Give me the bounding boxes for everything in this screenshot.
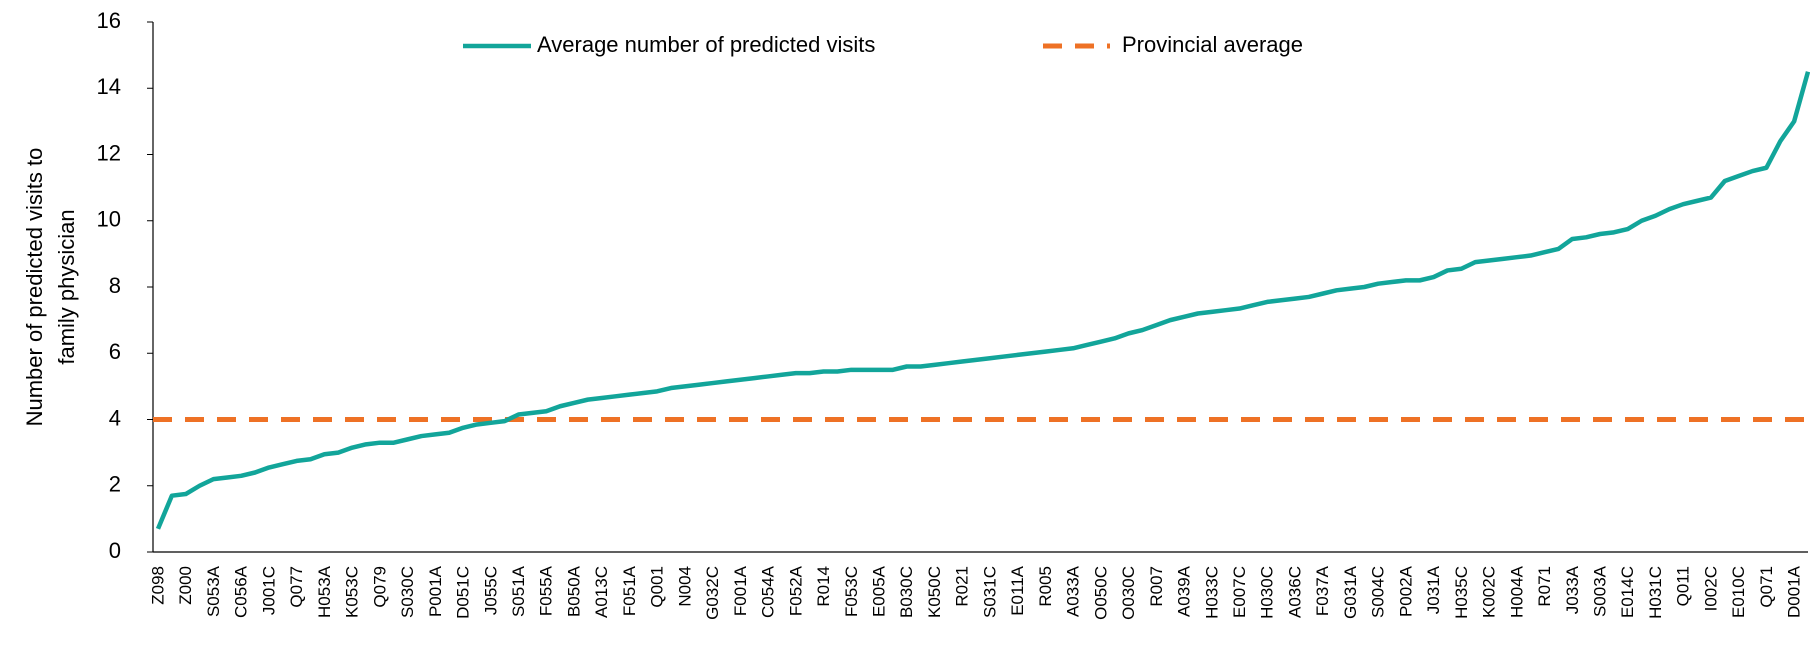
x-tick-label: K053C (343, 566, 362, 618)
y-tick-label: 0 (109, 538, 121, 563)
legend-label: Provincial average (1122, 32, 1303, 57)
x-tick-label: R014 (814, 566, 833, 607)
x-tick-label: C056A (232, 565, 251, 618)
x-tick-label: R021 (953, 566, 972, 607)
y-tick-label: 14 (97, 74, 121, 99)
x-tick-label: J055C (481, 566, 500, 615)
x-tick-label: R071 (1535, 566, 1554, 607)
x-tick-label: Q011 (1674, 566, 1693, 606)
x-tick-label: B050A (564, 565, 583, 617)
x-tick-label: A033A (1064, 565, 1083, 617)
x-tick-label: E010C (1729, 566, 1748, 618)
x-tick-label: F001A (731, 565, 750, 616)
x-tick-label: Z098 (148, 566, 167, 605)
y-axis-title: family physician (54, 209, 79, 364)
x-tick-label: F037A (1313, 565, 1332, 616)
x-tick-label: K050C (925, 566, 944, 618)
x-tick-label: S053A (204, 565, 223, 617)
x-tick-label: H033C (1202, 566, 1221, 619)
x-tick-label: E007C (1230, 566, 1249, 618)
x-tick-label: Q079 (370, 566, 389, 608)
y-tick-label: 8 (109, 273, 121, 298)
x-tick-label: F055A (537, 565, 556, 616)
x-tick-label: S051A (509, 565, 528, 617)
x-tick-label: I002C (1701, 566, 1720, 611)
y-tick-label: 6 (109, 339, 121, 364)
x-tick-label: F051A (620, 565, 639, 616)
x-tick-label: S031C (980, 566, 999, 618)
x-tick-label: O050C (1091, 566, 1110, 620)
x-tick-label: A036C (1285, 566, 1304, 618)
x-tick-label: E014C (1618, 566, 1637, 618)
x-tick-label: P002A (1396, 565, 1415, 617)
x-tick-label: Q071 (1757, 566, 1776, 608)
x-tick-label: H030C (1258, 566, 1277, 619)
y-axis-title: Number of predicted visits to (22, 148, 47, 427)
x-tick-label: A039A (1175, 565, 1194, 617)
x-tick-label: E005A (869, 565, 888, 617)
x-tick-label: O030C (1119, 566, 1138, 620)
x-tick-label: F053C (842, 566, 861, 617)
x-tick-label: F052A (786, 565, 805, 616)
data-line (155, 71, 1810, 530)
x-tick-label: P001A (426, 565, 445, 617)
x-tick-label: J001C (259, 566, 278, 615)
y-tick-label: 16 (97, 8, 121, 33)
x-tick-label: D051C (454, 566, 473, 619)
x-tick-label: J031A (1424, 565, 1443, 614)
y-tick-label: 12 (97, 140, 121, 165)
x-tick-label: E011A (1008, 565, 1027, 615)
x-tick-label: H031C (1646, 566, 1665, 619)
y-tick-label: 4 (109, 405, 121, 430)
legend-label: Average number of predicted visits (537, 32, 875, 57)
y-tick-label: 10 (97, 207, 121, 232)
x-tick-label: N004 (675, 566, 694, 607)
x-tick-label: Z000 (176, 566, 195, 605)
x-tick-label: R007 (1147, 566, 1166, 607)
x-tick-label: S004C (1369, 566, 1388, 618)
x-tick-label: S030C (398, 566, 417, 618)
x-tick-label: R005 (1036, 566, 1055, 607)
y-tick-label: 2 (109, 472, 121, 497)
x-tick-label: C054A (759, 565, 778, 618)
x-tick-label: A013C (592, 566, 611, 618)
x-tick-label: H053A (315, 565, 334, 618)
x-tick-label: Q077 (287, 566, 306, 608)
x-tick-label: H004A (1507, 565, 1526, 618)
x-tick-label: H035C (1452, 566, 1471, 619)
x-tick-label: D001A (1785, 565, 1804, 618)
x-tick-label: J033A (1563, 565, 1582, 614)
x-tick-label: G032C (703, 566, 722, 620)
x-tick-label: G031A (1341, 565, 1360, 619)
x-tick-label: B030C (897, 566, 916, 618)
x-tick-label: S003A (1591, 565, 1610, 617)
x-tick-label: Q001 (648, 566, 667, 608)
x-tick-label: K002C (1480, 566, 1499, 618)
